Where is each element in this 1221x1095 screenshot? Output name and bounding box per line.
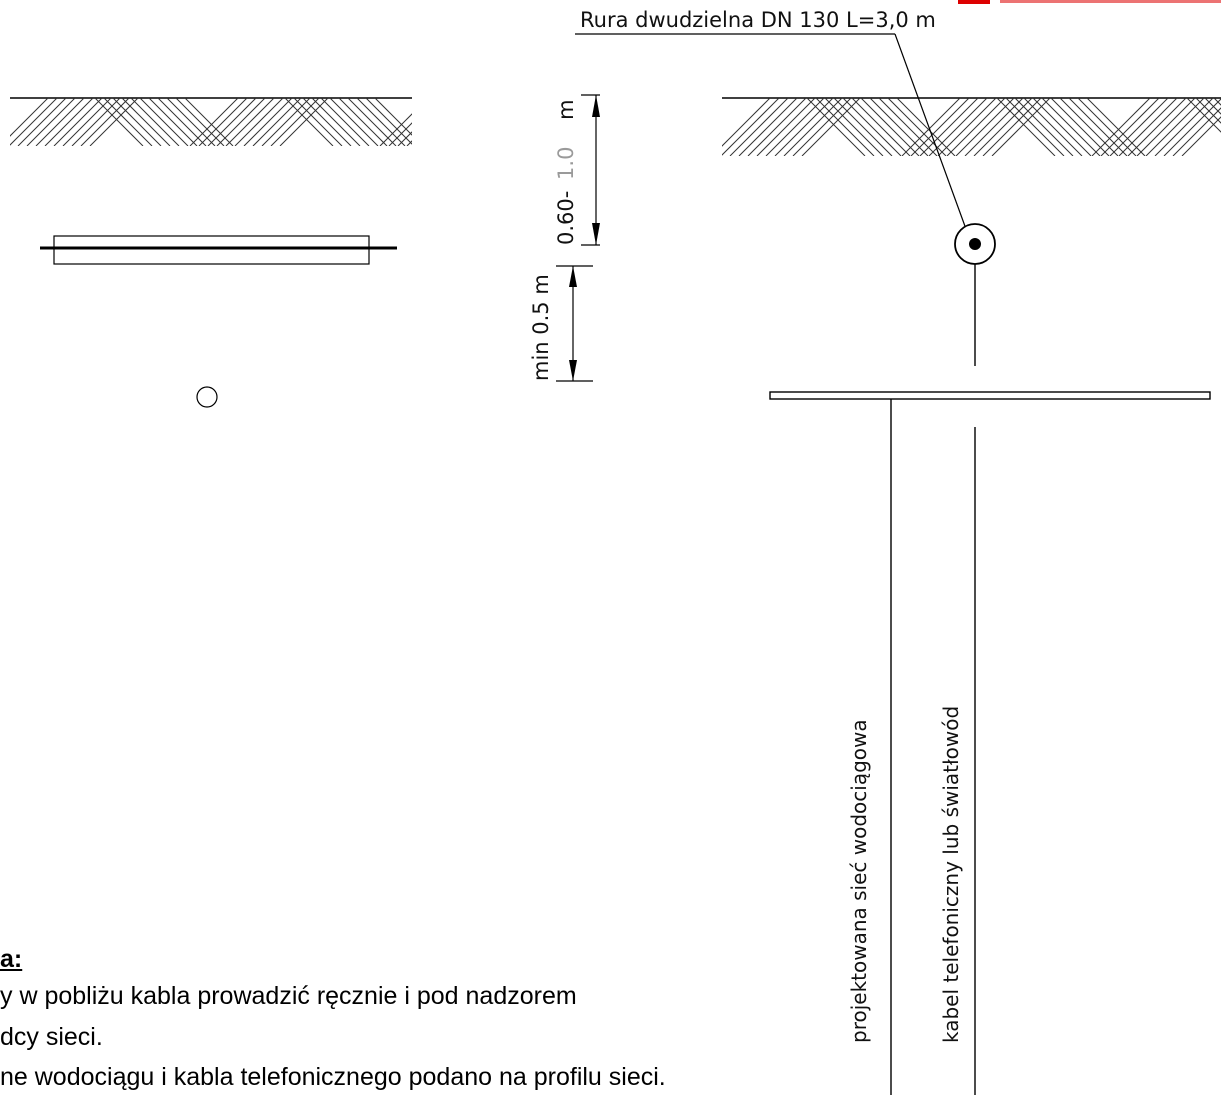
clearance-dimension	[556, 265, 593, 382]
pipe-label: Rura dwudzielna DN 130 L=3,0 m	[580, 8, 936, 32]
split-pipe-side-view	[40, 235, 397, 265]
telecom-cable-label: kabel telefoniczny lub światłowód	[939, 706, 963, 1043]
pipe-label-leader	[575, 33, 967, 230]
pipe-cross-section-small	[196, 386, 218, 408]
ground-surface-left	[10, 97, 412, 146]
split-pipe-cross-section	[954, 223, 996, 265]
note-line-2: dcy sieci.	[0, 1023, 103, 1051]
ground-surface-right	[722, 97, 1221, 156]
red-marks	[958, 0, 1221, 4]
water-network-label: projektowana sieć wodociągowa	[847, 719, 871, 1043]
clearance-dimension-label: min 0.5 m	[529, 274, 553, 381]
water-main-crossing	[769, 391, 1211, 400]
note-line-1: y w pobliżu kabla prowadzić ręcznie i po…	[0, 982, 577, 1010]
depth-dimension-label: 0.60- 1.0 m	[554, 99, 578, 245]
note-line-3: ne wodociągu i kabla telefonicznego poda…	[0, 1063, 666, 1091]
depth-dimension	[581, 94, 600, 246]
notes-heading: a:	[0, 945, 23, 973]
